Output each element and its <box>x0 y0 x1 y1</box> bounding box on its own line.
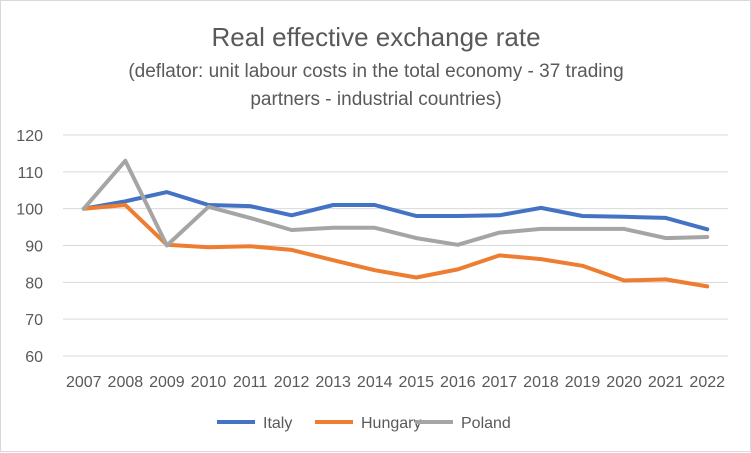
x-tick-label: 2010 <box>191 374 227 391</box>
legend-label-italy: Italy <box>263 415 292 432</box>
x-tick-label: 2016 <box>440 374 476 391</box>
x-tick-label: 2014 <box>357 374 393 391</box>
x-tick-label: 2020 <box>606 374 642 391</box>
y-axis-labels: 60 70 80 90 100 110 120 <box>16 128 43 366</box>
x-tick-label: 2013 <box>315 374 351 391</box>
y-tick-label: 100 <box>16 202 43 219</box>
gridlines <box>63 134 728 357</box>
y-tick-label: 60 <box>25 349 43 366</box>
x-tick-label: 2018 <box>523 374 559 391</box>
series-line-italy <box>81 190 710 232</box>
legend-label-hungary: Hungary <box>361 415 421 432</box>
y-tick-label: 90 <box>25 239 43 256</box>
y-tick-label: 120 <box>16 128 43 145</box>
y-tick-label: 110 <box>17 165 43 182</box>
series-line-hungary <box>81 203 710 289</box>
y-tick-label: 80 <box>25 275 43 292</box>
x-tick-label: 2011 <box>233 374 268 391</box>
x-tick-label: 2021 <box>648 374 684 391</box>
x-axis-labels: 2007 2008 2009 2010 2011 2012 2013 2014 2015 2016… <box>66 374 725 391</box>
x-tick-label: 2009 <box>149 374 185 391</box>
chart-title: Real effective exchange rate <box>211 22 540 52</box>
chart-subtitle-line-2: partners - industrial countries) <box>250 89 501 110</box>
chart-subtitle-line-1: (deflator: unit labour costs in the tota… <box>128 61 623 82</box>
series-lines <box>81 158 710 289</box>
x-tick-label: 2017 <box>482 374 518 391</box>
y-tick-label: 70 <box>25 312 43 329</box>
legend-label-poland: Poland <box>461 415 511 432</box>
series-line-poland <box>81 158 710 248</box>
x-tick-label: 2012 <box>274 374 310 391</box>
legend: Italy Hungary Poland <box>217 415 511 432</box>
x-tick-label: 2008 <box>108 374 144 391</box>
x-tick-label: 2019 <box>565 374 601 391</box>
x-tick-label: 2015 <box>398 374 434 391</box>
x-tick-label: 2022 <box>689 374 725 391</box>
x-tick-label: 2007 <box>66 374 102 391</box>
